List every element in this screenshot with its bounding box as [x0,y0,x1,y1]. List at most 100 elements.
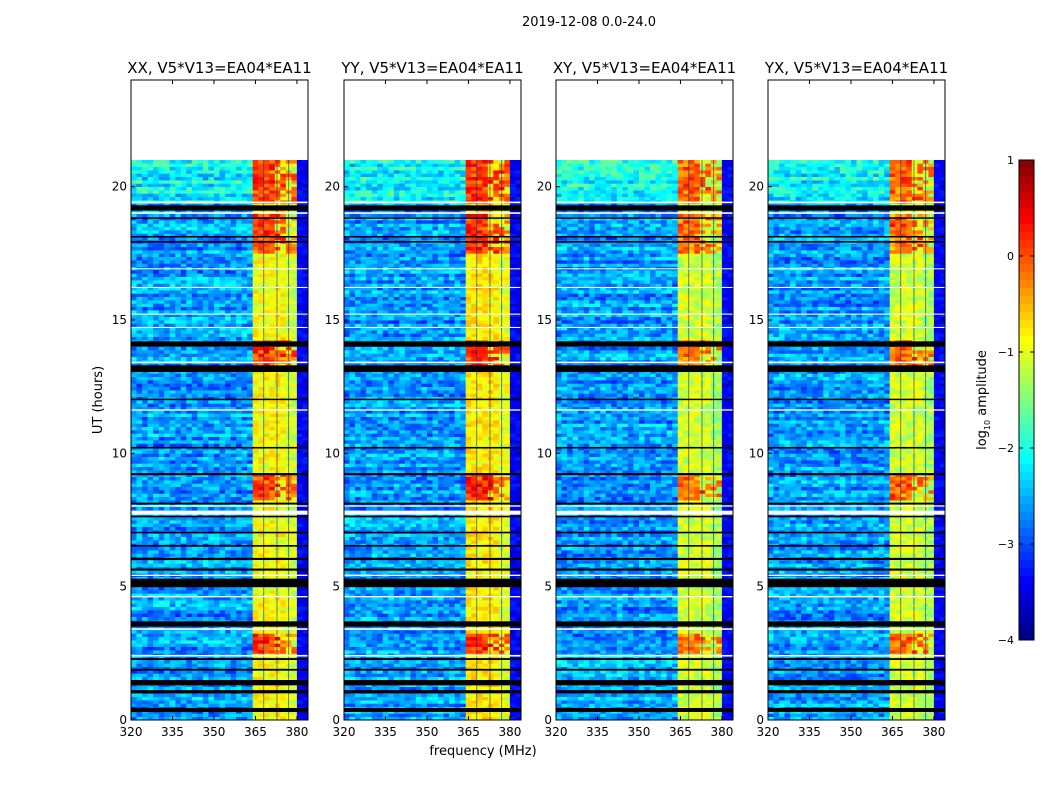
heatmap-cell [236,363,242,367]
heatmap-cell [153,476,159,481]
heatmap-cell [258,313,265,317]
heatmap-cell [164,503,171,507]
heatmap-cell [186,440,193,444]
heatmap-cell [169,640,176,644]
heatmap-cell [280,320,287,324]
heatmap-cell [274,290,281,294]
heatmap-cell [191,286,198,291]
heatmap-cell [131,713,137,717]
heatmap-cell [252,616,259,621]
heatmap-cell [142,663,148,667]
heatmap-cell [225,676,231,681]
heatmap-cell [214,466,220,471]
heatmap-cell [274,666,281,671]
heatmap-cell [147,483,154,487]
heatmap-cell [269,273,276,277]
heatmap-cell [208,713,215,717]
heatmap-cell [252,333,259,337]
heatmap-cell [230,716,237,721]
heatmap-cell [296,463,303,467]
heatmap-cell [302,346,309,351]
heatmap-cell [241,676,248,681]
heatmap-cell [291,636,298,641]
heatmap-cell [202,333,209,337]
heatmap-cell [263,636,270,641]
heatmap-cell [302,486,309,491]
heatmap-cell [147,283,154,287]
heatmap-cell [274,576,281,581]
heatmap-cell [175,686,182,691]
heatmap-cell [169,476,176,481]
heatmap-cell [241,300,248,304]
heatmap-cell [164,483,171,487]
heatmap-cell [147,280,154,284]
heatmap-cell [186,400,193,404]
heatmap-cell [236,296,242,301]
heatmap-cell [269,356,276,361]
heatmap-cell [197,433,204,437]
heatmap-cell [241,423,248,427]
heatmap-cell [230,296,237,301]
heatmap-cell [202,430,209,434]
heatmap-cell [219,443,226,447]
heatmap-cell [197,693,204,697]
heatmap-cell [219,376,226,381]
heatmap-cell [180,433,187,437]
heatmap-cell [269,590,276,594]
heatmap-cell [252,593,259,597]
heatmap-cell [136,270,143,274]
heatmap-cell [136,390,143,394]
heatmap-cell [280,250,287,254]
heatmap-cell [236,483,242,487]
heatmap-cell [258,540,265,544]
heatmap-cell [142,230,148,234]
heatmap-cell [269,363,276,367]
heatmap-cell [280,346,287,351]
heatmap-cell [142,386,148,391]
heatmap-cell [186,483,193,487]
heatmap-cell [164,390,171,394]
heatmap-cell [136,553,143,557]
heatmap-cell [214,280,220,284]
heatmap-cell [164,256,171,261]
heatmap-cell [241,506,248,511]
heatmap-cell [180,296,187,301]
heatmap-cell [274,223,281,227]
heatmap-cell [136,633,143,637]
heatmap-cell [291,420,298,424]
heatmap-cell [169,500,176,504]
heatmap-cell [241,410,248,414]
heatmap-cell [208,503,215,507]
heatmap-cell [291,546,298,551]
heatmap-cell [208,546,215,551]
heatmap-cell [186,380,193,384]
heatmap-cell [258,356,265,361]
heatmap-cell [202,616,209,621]
heatmap-cell [153,496,159,501]
heatmap-cell [202,540,209,544]
heatmap-cell [142,676,148,681]
heatmap-cell [197,713,204,717]
heatmap-cell [291,516,298,521]
heatmap-cell [302,220,309,224]
heatmap-cell [269,276,276,281]
heatmap-cell [142,396,148,401]
heatmap-cell [208,400,215,404]
heatmap-cell [142,450,148,454]
heatmap-cell [252,276,259,281]
heatmap-cell [274,546,281,551]
heatmap-cell [219,586,226,591]
heatmap-cell [263,480,270,484]
heatmap-cell [214,446,220,451]
heatmap-cell [296,670,303,674]
heatmap-cell [131,203,137,207]
heatmap-cell [258,553,265,557]
heatmap-cell [142,346,148,351]
heatmap-cell [302,670,309,674]
heatmap-cell [241,333,248,337]
heatmap-cell [175,373,182,377]
heatmap-cell [236,323,242,327]
heatmap-cell [142,363,148,367]
heatmap-cell [191,650,198,654]
heatmap-cell [236,203,242,207]
